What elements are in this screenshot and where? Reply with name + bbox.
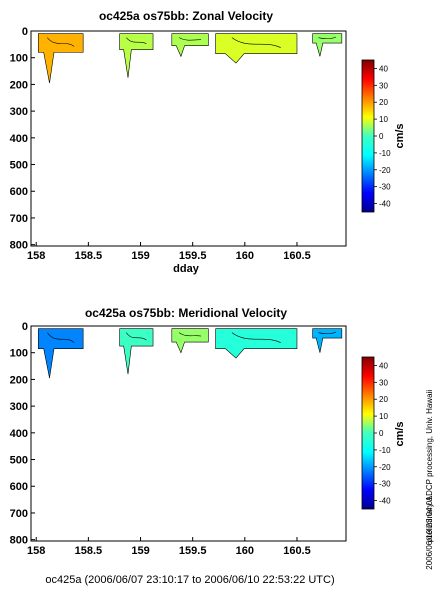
- y-tick-label: 800: [10, 535, 28, 547]
- colorbar-tick-label: -20: [379, 463, 391, 472]
- x-tick-label: 160: [236, 250, 254, 262]
- contour-line: [126, 37, 147, 44]
- y-tick-label: 600: [10, 186, 28, 198]
- y-tick-label: 400: [10, 428, 28, 440]
- velocity-patch: [119, 33, 154, 78]
- contour-line: [178, 332, 202, 337]
- y-tick-label: 200: [10, 79, 28, 91]
- x-axis: 158 158.5 159 159.5 160 160.5: [27, 537, 311, 557]
- y-tick-label: 500: [10, 160, 28, 172]
- colorbar-tick-label: 10: [379, 115, 388, 124]
- chart-title: oc425a os75bb: Zonal Velocity: [99, 9, 273, 23]
- colorbar-tick-label: -40: [379, 497, 391, 506]
- velocity-patch: [119, 328, 154, 375]
- panel-meridional: oc425a os75bb: Meridional Velocity 01002…: [10, 306, 406, 557]
- y-tick-label: 800: [10, 240, 28, 252]
- velocity-patch: [215, 328, 298, 359]
- velocity-patch: [38, 33, 84, 84]
- colorbar-tick-label: 20: [379, 395, 388, 404]
- contour-line: [318, 331, 337, 335]
- y-tick-label: 300: [10, 401, 28, 413]
- contour-line: [47, 37, 75, 47]
- y-tick-label: 200: [10, 374, 28, 386]
- colorbar: 40 30 20 10 0 -10 -20 -30 -40 cm/s: [361, 59, 406, 213]
- colorbar-tick-label: -10: [379, 149, 391, 158]
- colorbar-tick-label: 30: [379, 378, 388, 387]
- colorbar-tick-label: 30: [379, 81, 388, 90]
- colorbar-ticks: 40 30 20 10 0 -10 -20 -30 -40: [374, 361, 391, 506]
- contour-line: [47, 332, 75, 343]
- velocity-patch: [312, 33, 343, 57]
- x-tick-label: 159: [131, 250, 149, 262]
- colorbar-gradient: [361, 59, 375, 213]
- y-tick-label: 400: [10, 133, 28, 145]
- colorbar-tick-label: 40: [379, 361, 388, 370]
- colorbar-gradient: [361, 356, 375, 510]
- colorbar-ticks: 40 30 20 10 0 -10 -20 -30 -40: [374, 64, 391, 209]
- velocity-patch: [312, 328, 343, 353]
- colorbar-tick-label: -30: [379, 480, 391, 489]
- y-tick-label: 100: [10, 348, 28, 360]
- colorbar-tick-label: 0: [379, 132, 384, 141]
- velocity-patch: [171, 33, 209, 58]
- contour-line: [231, 37, 281, 48]
- footer-time-range: oc425a (2006/06/07 23:10:17 to 2006/06/1…: [45, 574, 334, 586]
- contour-line: [231, 332, 281, 343]
- colorbar-tick-label: -20: [379, 166, 391, 175]
- colorbar-label: cm/s: [394, 123, 406, 148]
- y-tick-label: 700: [10, 213, 28, 225]
- y-axis: 0 100 200 300 400 500 600 700 800: [10, 321, 35, 547]
- plot-area: 0 100 200 300 400 500 600 700 800 158 158.5 159 159…: [10, 26, 347, 262]
- y-tick-label: 100: [10, 53, 28, 65]
- colorbar: 40 30 20 10 0 -10 -20 -30 -40 cm/s: [361, 356, 406, 510]
- y-tick-label: 500: [10, 455, 28, 467]
- x-tick-label: 160.5: [283, 545, 311, 557]
- x-tick-label: 159.5: [179, 250, 207, 262]
- colorbar-tick-label: 40: [379, 64, 388, 73]
- x-tick-label: 160.5: [283, 250, 311, 262]
- x-tick-label: 158: [27, 250, 45, 262]
- x-tick-label: 159.5: [179, 545, 207, 557]
- velocity-patches: [38, 328, 343, 379]
- plot-frame: [30, 325, 347, 542]
- velocity-patch: [215, 33, 298, 64]
- contour-line: [178, 37, 202, 41]
- panel-zonal: oc425a os75bb: Zonal Velocity 0100200300…: [10, 9, 406, 275]
- colorbar-tick-label: 20: [379, 98, 388, 107]
- colorbar-tick-label: 10: [379, 412, 388, 421]
- contour-line: [126, 332, 147, 341]
- x-axis-label: dday: [173, 263, 200, 275]
- y-tick-label: 700: [10, 508, 28, 520]
- y-tick-label: 600: [10, 481, 28, 493]
- side-note: preliminary ADCP processing, Univ. Hawai…: [425, 390, 434, 542]
- x-tick-label: 159: [131, 545, 149, 557]
- plot-area: 0 100 200 300 400 500 600 700 800 158 158.5 159 159…: [10, 321, 347, 557]
- y-tick-label: 0: [22, 26, 28, 38]
- colorbar-tick-label: -30: [379, 183, 391, 192]
- contour-line: [318, 36, 337, 40]
- colorbar-label: cm/s: [394, 421, 406, 446]
- colorbar-tick-label: -40: [379, 200, 391, 209]
- chart-title: oc425a os75bb: Meridional Velocity: [85, 306, 287, 320]
- x-axis: 158 158.5 159 159.5 160 160.5: [27, 242, 311, 262]
- x-tick-label: 158.5: [75, 250, 103, 262]
- x-tick-label: 158: [27, 545, 45, 557]
- y-axis: 0 100 200 300 400 500 600 700 800: [10, 26, 35, 252]
- colorbar-tick-label: 0: [379, 429, 384, 438]
- y-tick-label: 300: [10, 106, 28, 118]
- plot-frame: [30, 30, 347, 247]
- colorbar-tick-label: -10: [379, 446, 391, 455]
- x-tick-label: 158.5: [75, 545, 103, 557]
- x-tick-label: 160: [236, 545, 254, 557]
- y-tick-label: 0: [22, 321, 28, 333]
- side-stamp: 2006/06/10 23:04:01: [425, 496, 434, 570]
- velocity-patch: [171, 328, 209, 354]
- velocity-patches: [38, 33, 343, 84]
